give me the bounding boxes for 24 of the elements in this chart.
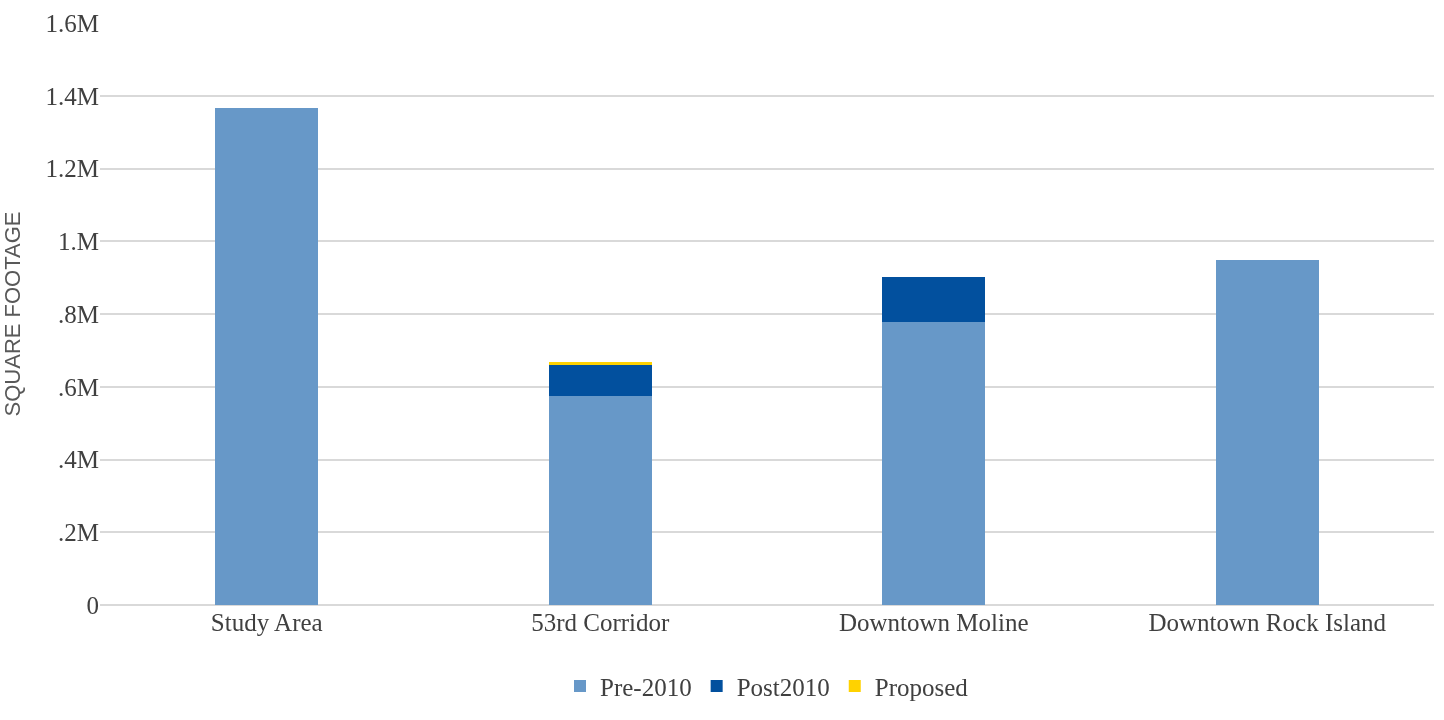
bar xyxy=(1215,260,1319,605)
y-axis-title: SQUARE FOOTAGE xyxy=(0,211,25,417)
x-tick-label: 53rd Corridor xyxy=(531,609,671,636)
y-tick-label: .6M xyxy=(58,373,99,401)
y-tick-label: 1.6M xyxy=(45,9,99,37)
bar xyxy=(548,395,652,605)
y-tick-label: 0 xyxy=(86,591,99,619)
legend-label: Pre-2010 xyxy=(600,673,692,701)
y-tick-label: .8M xyxy=(58,300,99,328)
bar xyxy=(548,364,652,396)
x-tick-label: Downtown Moline xyxy=(838,609,1029,636)
legend-label: Post2010 xyxy=(736,673,830,701)
legend-label: Proposed xyxy=(874,673,969,701)
bar xyxy=(548,362,652,365)
x-tick-label: Study Area xyxy=(210,609,323,636)
y-tick-label: 1.2M xyxy=(45,155,99,183)
y-tick-label: .4M xyxy=(58,446,99,474)
y-tick-label: .2M xyxy=(58,519,99,546)
bar xyxy=(882,322,986,605)
bar xyxy=(882,277,986,322)
y-tick-label: 1.M xyxy=(58,228,99,255)
bar xyxy=(215,107,319,605)
y-tick-label: 1.4M xyxy=(45,82,99,110)
x-tick-label: Downtown Rock Island xyxy=(1148,609,1387,636)
